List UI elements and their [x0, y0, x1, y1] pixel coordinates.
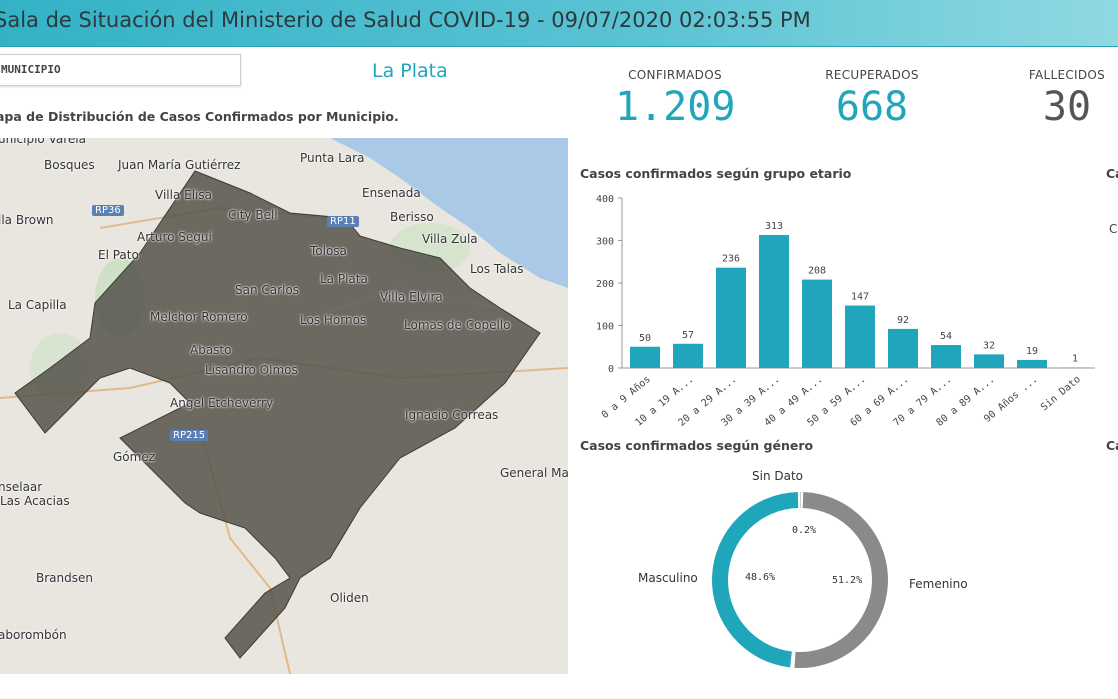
map-panel[interactable]: unicipio Varela Bosques Juan María Gutiérr… — [0, 138, 568, 674]
map-canvas[interactable] — [0, 138, 568, 674]
bar-value-label: 92 — [897, 315, 909, 326]
kpi-fallecidos-value: 30 — [1042, 84, 1092, 130]
map-place-label: unicipio Varela — [0, 138, 86, 146]
map-place-label: Arturo Seguí — [137, 230, 212, 244]
donut-slice-masculino[interactable] — [711, 492, 799, 668]
map-place-label: Lisandro Olmos — [205, 363, 298, 377]
donut-slice-femenino[interactable] — [794, 492, 888, 668]
map-title: apa de Distribución de Casos Confirmados… — [0, 109, 399, 124]
bar-value-label: 147 — [851, 292, 869, 303]
map-place-label: Lomas de Copello — [404, 318, 511, 332]
road-badge: RP215 — [170, 430, 209, 441]
bar-value-label: 208 — [808, 266, 826, 277]
cut-chart-title-2: Ca — [1106, 438, 1118, 453]
bar-value-label: 313 — [765, 221, 783, 232]
donut-slice-sin-dato[interactable] — [800, 492, 802, 509]
x-tick-label: Sin Dato — [1039, 374, 1083, 413]
age-bar[interactable] — [845, 305, 875, 368]
map-place-label: Ensenada — [362, 186, 421, 200]
donut-pct-sin-dato: 0.2% — [792, 525, 817, 536]
map-place-label: Tolosa — [310, 244, 347, 258]
age-bar[interactable] — [802, 279, 832, 368]
y-tick-label: 100 — [596, 322, 614, 333]
river-water — [330, 138, 568, 288]
age-bar[interactable] — [716, 267, 746, 368]
age-chart-title: Casos confirmados según grupo etario — [580, 166, 852, 181]
map-place-label: Bosques — [44, 158, 95, 172]
y-tick-label: 0 — [608, 364, 614, 375]
cut-chart-text: C — [1109, 222, 1118, 236]
municipio-filter[interactable]: MUNICIPIO — [0, 54, 241, 86]
donut-pct-masculino: 48.6% — [745, 572, 776, 583]
map-place-label: El Pato — [98, 248, 139, 262]
header-bar: Sala de Situación del Ministerio de Salu… — [0, 0, 1118, 47]
age-bar[interactable] — [673, 343, 703, 368]
map-place-label: Ignacio Correas — [405, 408, 499, 422]
road-badge: RP36 — [92, 205, 124, 216]
map-place-label: General Ma — [500, 466, 568, 480]
y-tick-label: 400 — [596, 194, 614, 205]
map-place-label: Las Acacias — [0, 494, 70, 508]
map-place-label: Brandsen — [36, 571, 93, 585]
map-place-label: Los Hornos — [300, 313, 367, 327]
map-place-label: Oliden — [330, 591, 369, 605]
map-place-label: Juan María Gutiérrez — [118, 158, 241, 172]
map-place-label: Punta Lara — [300, 151, 365, 165]
selected-municipio: La Plata — [372, 60, 448, 82]
donut-label-sin-dato: Sin Dato — [752, 469, 804, 483]
kpi-recuperados: RECUPERADOS 668 — [812, 68, 932, 130]
map-place-label: Villa Elvira — [380, 290, 443, 304]
map-place-label: lla Brown — [0, 213, 54, 227]
map-place-label: Berisso — [390, 210, 434, 224]
kpi-recuperados-label: RECUPERADOS — [825, 68, 919, 82]
map-place-label: La Plata — [320, 272, 368, 286]
bar-value-label: 19 — [1026, 346, 1038, 357]
age-bar[interactable] — [1017, 359, 1047, 368]
bar-value-label: 57 — [682, 330, 694, 341]
kpi-confirmados-label: CONFIRMADOS — [628, 68, 722, 82]
donut-label-femenino: Femenino — [909, 577, 968, 591]
kpi-confirmados-value: 1.209 — [615, 84, 736, 130]
map-place-label: nselaar — [0, 480, 43, 494]
map-place-label: La Capilla — [8, 298, 67, 312]
age-bar[interactable] — [974, 354, 1004, 368]
page-title: Sala de Situación del Ministerio de Salu… — [0, 8, 811, 32]
map-place-label: Villa Zula — [422, 232, 478, 246]
municipio-filter-label: MUNICIPIO — [1, 63, 61, 76]
bar-value-label: 50 — [639, 333, 651, 344]
map-place-label: City Bell — [228, 208, 278, 222]
map-place-label: Melchor Romero — [150, 310, 248, 324]
kpi-recuperados-value: 668 — [835, 84, 909, 130]
map-place-label: Gómez — [113, 450, 156, 464]
bar-value-label: 32 — [983, 340, 995, 351]
bar-value-label: 236 — [722, 254, 740, 265]
map-place-label: aborombón — [0, 628, 67, 642]
age-bar[interactable] — [630, 346, 660, 368]
map-place-label: Los Talas — [470, 262, 524, 276]
age-bar[interactable] — [888, 328, 918, 368]
map-place-label: Abasto — [190, 343, 232, 357]
donut-label-masculino: Masculino — [638, 571, 698, 585]
map-place-label: Villa Elisa — [155, 188, 212, 202]
kpi-confirmados: CONFIRMADOS 1.209 — [615, 68, 735, 130]
donut-pct-femenino: 51.2% — [832, 575, 863, 586]
y-tick-label: 300 — [596, 237, 614, 248]
gender-donut-chart[interactable] — [700, 485, 900, 685]
map-place-label: Angel Etcheverry — [170, 396, 274, 410]
road-badge: RP11 — [327, 216, 359, 227]
age-bar[interactable] — [931, 345, 961, 368]
map-place-label: San Carlos — [235, 283, 299, 297]
cut-chart-title: Ca — [1106, 166, 1118, 181]
age-bar[interactable] — [759, 234, 789, 368]
kpi-fallecidos-label: FALLECIDOS — [1028, 68, 1106, 82]
y-tick-label: 200 — [596, 279, 614, 290]
la-plata-region[interactable] — [14, 170, 541, 659]
gender-chart-title: Casos confirmados según género — [580, 438, 814, 453]
kpi-fallecidos: FALLECIDOS 30 — [1012, 68, 1118, 130]
bar-value-label: 1 — [1072, 354, 1078, 365]
bar-value-label: 54 — [940, 331, 952, 342]
age-bar[interactable] — [1060, 367, 1090, 369]
